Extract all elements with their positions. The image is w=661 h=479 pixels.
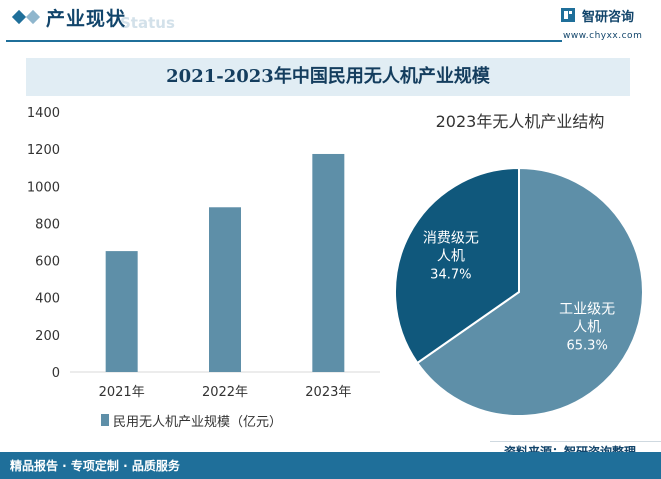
header: Status 产业现状 智研咨询 www.chyxx.com <box>0 0 661 44</box>
header-divider <box>6 40 562 42</box>
y-tick-label: 400 <box>35 292 60 307</box>
section-title: 产业现状 <box>46 8 127 30</box>
brand-logo-icon <box>561 8 575 22</box>
y-tick-label: 800 <box>35 217 60 232</box>
x-tick-label: 2022年 <box>202 385 248 400</box>
brand-name: 智研咨询 <box>582 10 635 25</box>
pie-value-label: 34.7% <box>430 267 471 282</box>
bar-1 <box>105 251 138 372</box>
pie-label: 消费级无 <box>423 230 479 246</box>
x-tick-label: 2021年 <box>99 385 145 400</box>
brand-url: www.chyxx.com <box>563 31 643 41</box>
pie-slice-1 <box>415 166 644 417</box>
pie-label: 人机 <box>437 248 465 264</box>
x-tick-label: 2023年 <box>305 385 351 400</box>
y-tick-label: 600 <box>35 255 60 270</box>
header-watermark: Status <box>120 14 175 32</box>
y-tick-label: 1000 <box>27 180 60 195</box>
footer-bar <box>0 452 661 479</box>
bar-2 <box>209 207 241 372</box>
pie-label: 人机 <box>573 320 601 336</box>
bar-3 <box>312 153 345 372</box>
y-tick-label: 0 <box>52 366 60 381</box>
footer-services: 精品报告 · 专项定制 · 品质服务 <box>10 459 180 473</box>
pie-label: 工业级无 <box>559 302 615 318</box>
legend-label: 民用无人机产业规模（亿元） <box>113 415 282 430</box>
y-tick-label: 1400 <box>27 106 60 121</box>
chart-title: 2021-2023年中国民用无人机产业规模 <box>166 66 490 87</box>
pie-title: 2023年无人机产业结构 <box>436 112 605 131</box>
source-divider <box>490 441 661 442</box>
legend-swatch <box>101 414 109 426</box>
pie-value-label: 65.3% <box>567 339 608 354</box>
y-tick-label: 1200 <box>27 143 60 158</box>
pie-slice-2 <box>394 166 520 365</box>
y-tick-label: 200 <box>35 329 60 344</box>
chart-title-bar: 2021-2023年中国民用无人机产业规模 <box>26 58 630 96</box>
